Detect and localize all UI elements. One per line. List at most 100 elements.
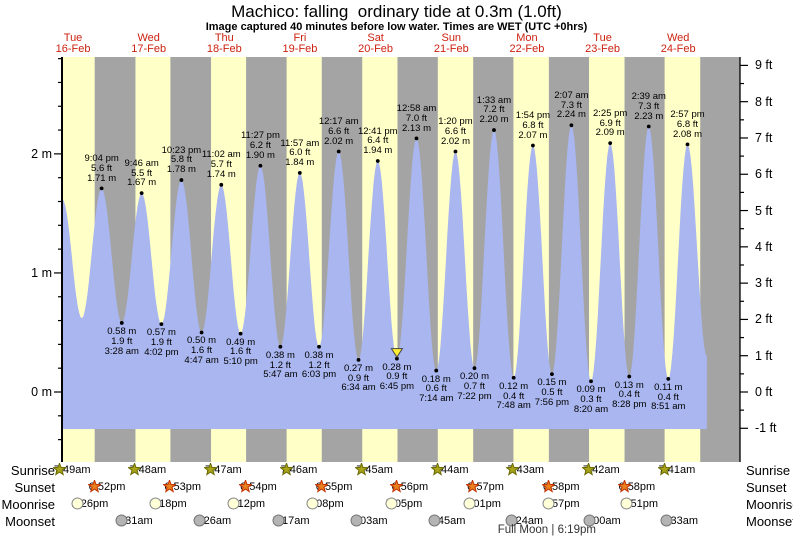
tide-extreme-dot — [627, 374, 632, 379]
tide-high-annotation: 12:41 pm 6.4 ft 1.94 m — [357, 125, 398, 157]
tide-extreme-dot — [356, 357, 361, 362]
capture-subtitle: Image captured 40 minutes before low wat… — [205, 21, 588, 33]
astro-entry-sunrise: 7:43am — [506, 463, 544, 477]
tide-extreme-dot — [336, 149, 341, 154]
right-axis-label-6: 6 ft — [755, 167, 773, 182]
tide-high-annotation: 2:39 am 7.3 ft 2.23 m — [631, 91, 666, 122]
tide-extreme-dot — [608, 141, 613, 146]
astro-entry-sunrise: 7:44am — [430, 463, 469, 477]
day-date-22-Feb: 22-Feb — [509, 43, 545, 55]
tide-extreme-dot — [139, 191, 144, 196]
right-axis-label-9: 9 ft — [755, 58, 773, 73]
tide-extreme-dot — [434, 368, 439, 373]
tide-low-annotation: 0.18 m 0.6 ft 7:14 am — [419, 373, 454, 405]
tide-low-annotation: 0.49 m 1.6 ft 5:10 pm — [223, 336, 258, 368]
tide-extreme-dot — [375, 159, 380, 163]
left-axis-label-0: 0 m — [31, 385, 52, 399]
astro-entry-moonset: 8:00am — [583, 514, 621, 528]
tide-low-annotation: 0.15 m 0.5 ft 7:56 pm — [534, 377, 570, 408]
day-weekday-24-Feb: Wed — [666, 32, 690, 44]
tide-extreme-dot — [685, 142, 690, 147]
tide-extreme-dot — [589, 379, 593, 384]
day-weekday-22-Feb: Mon — [516, 32, 538, 44]
tide-high-annotation: 2:25 pm 6.9 ft 2.09 m — [593, 107, 628, 139]
astro-entry-sunset: 6:55pm — [314, 480, 352, 494]
tide-extreme-dot — [646, 124, 651, 129]
tide-extreme-dot — [569, 123, 574, 128]
tide-low-annotation: 0.50 m 1.6 ft 4:47 am — [184, 335, 219, 367]
astro-entry-moonset: 3:31am — [115, 514, 153, 528]
day-weekday-23-Feb: Tue — [593, 32, 612, 44]
astro-entry-sunset: 6:56pm — [390, 480, 428, 494]
right-axis-label-7: 7 ft — [755, 130, 773, 145]
row-label-right-sunrise: Sunrise — [746, 463, 791, 478]
astro-entry-moonset: 4:26am — [193, 514, 231, 528]
capture-marker-icon — [390, 348, 404, 359]
right-axis-label-4: 4 ft — [755, 239, 773, 254]
astro-entry-moonset: 6:45am — [428, 514, 465, 528]
tide-extreme-dot — [179, 178, 184, 182]
astro-entry-sunrise: 7:41am — [657, 463, 695, 477]
tide-extreme-dot — [511, 375, 516, 380]
day-date-20-Feb: 20-Feb — [358, 43, 394, 55]
astro-entry-moonset: 5:17am — [272, 514, 310, 528]
tide-extreme-dot — [453, 149, 458, 154]
tide-extreme-dot — [278, 344, 283, 349]
tide-low-annotation: 0.38 m 1.2 ft 6:03 pm — [301, 349, 337, 381]
day-date-24-Feb: 24-Feb — [660, 43, 696, 55]
astro-entry-sunrise: 7:48am — [128, 463, 166, 477]
tide-low-annotation: 0.28 m 0.9 ft 6:45 pm — [379, 361, 415, 393]
tide-low-annotation: 0.57 m 1.9 ft 4:02 pm — [144, 327, 179, 358]
row-label-left-sunrise: Sunrise — [10, 463, 55, 478]
tide-high-annotation: 11:02 am 5.7 ft 1.74 m — [201, 149, 241, 181]
tide-extreme-dot — [258, 163, 263, 168]
tide-extreme-dot — [119, 321, 124, 325]
day-date-23-Feb: 23-Feb — [585, 43, 620, 55]
row-label-left-moonrise: Moonrise — [1, 497, 55, 512]
day-weekday-19-Feb: Fri — [293, 32, 307, 44]
astro-entry-sunset: 6:52pm — [87, 480, 125, 494]
astro-entry-moonrise: 5:05pm — [385, 497, 422, 511]
tide-low-annotation: 0.20 m 0.7 ft 7:22 pm — [457, 371, 492, 402]
full-moon-note: Full Moon | 6:19pm — [497, 524, 596, 536]
astro-entry-moonrise: 2:18pm — [149, 497, 187, 511]
tide-low-annotation: 0.13 m 0.4 ft 8:28 pm — [612, 379, 647, 411]
right-axis-label--1: -1 ft — [755, 421, 777, 436]
astro-entry-moonset: 8:33am — [660, 514, 698, 528]
astro-entry-moonrise: 6:01pm — [463, 497, 501, 511]
tide-extreme-dot — [297, 171, 302, 175]
page-title: Machico: falling ordinary tide at 0.3m (… — [231, 2, 562, 21]
day-date-18-Feb: 18-Feb — [206, 43, 242, 55]
tide-extreme-dot — [395, 356, 399, 361]
astro-entry-sunrise: 7:46am — [279, 463, 317, 477]
astro-entry-moonrise: 7:51pm — [620, 497, 658, 511]
astro-entry-sunrise: 7:47am — [204, 463, 242, 477]
tide-extreme-dot — [531, 143, 535, 148]
astro-entry-moonrise: 3:12pm — [227, 497, 265, 511]
tide-high-annotation: 9:04 pm 5.6 ft 1.71 m — [84, 153, 119, 184]
tide-high-annotation: 1:20 pm 6.6 ft 2.02 m — [438, 116, 473, 147]
tide-extreme-dot — [317, 344, 321, 349]
tide-low-annotation: 0.38 m 1.2 ft 5:47 am — [263, 349, 298, 381]
tide-high-annotation: 9:46 am 5.5 ft 1.67 m — [124, 157, 159, 189]
day-weekday-16-Feb: Tue — [63, 32, 83, 44]
tide-extreme-dot — [238, 331, 243, 336]
tide-low-annotation: 0.11 m 0.4 ft 8:51 am — [651, 381, 686, 413]
astro-entry-sunset: 6:58pm — [541, 480, 580, 494]
right-axis-label-8: 8 ft — [755, 94, 773, 109]
astro-entry-sunrise: 7:45am — [355, 463, 393, 477]
tide-high-annotation: 12:17 am 6.6 ft 2.02 m — [318, 116, 359, 147]
tide-extreme-dot — [99, 186, 104, 191]
tide-high-annotation: 1:33 am 7.2 ft 2.20 m — [476, 94, 512, 126]
tide-extreme-dot — [199, 330, 204, 335]
astro-entry-moonrise: 4:08pm — [306, 497, 344, 511]
day-date-21-Feb: 21-Feb — [433, 43, 469, 55]
right-axis-label-1: 1 ft — [755, 348, 773, 363]
day-date-16-Feb: 16-Feb — [55, 43, 91, 55]
astro-entry-sunrise: 7:49am — [52, 463, 91, 477]
tide-low-annotation: 0.09 m 0.3 ft 8:20 am — [573, 384, 609, 415]
left-axis-label-2: 2 m — [31, 146, 52, 161]
tide-extreme-dot — [159, 322, 164, 327]
